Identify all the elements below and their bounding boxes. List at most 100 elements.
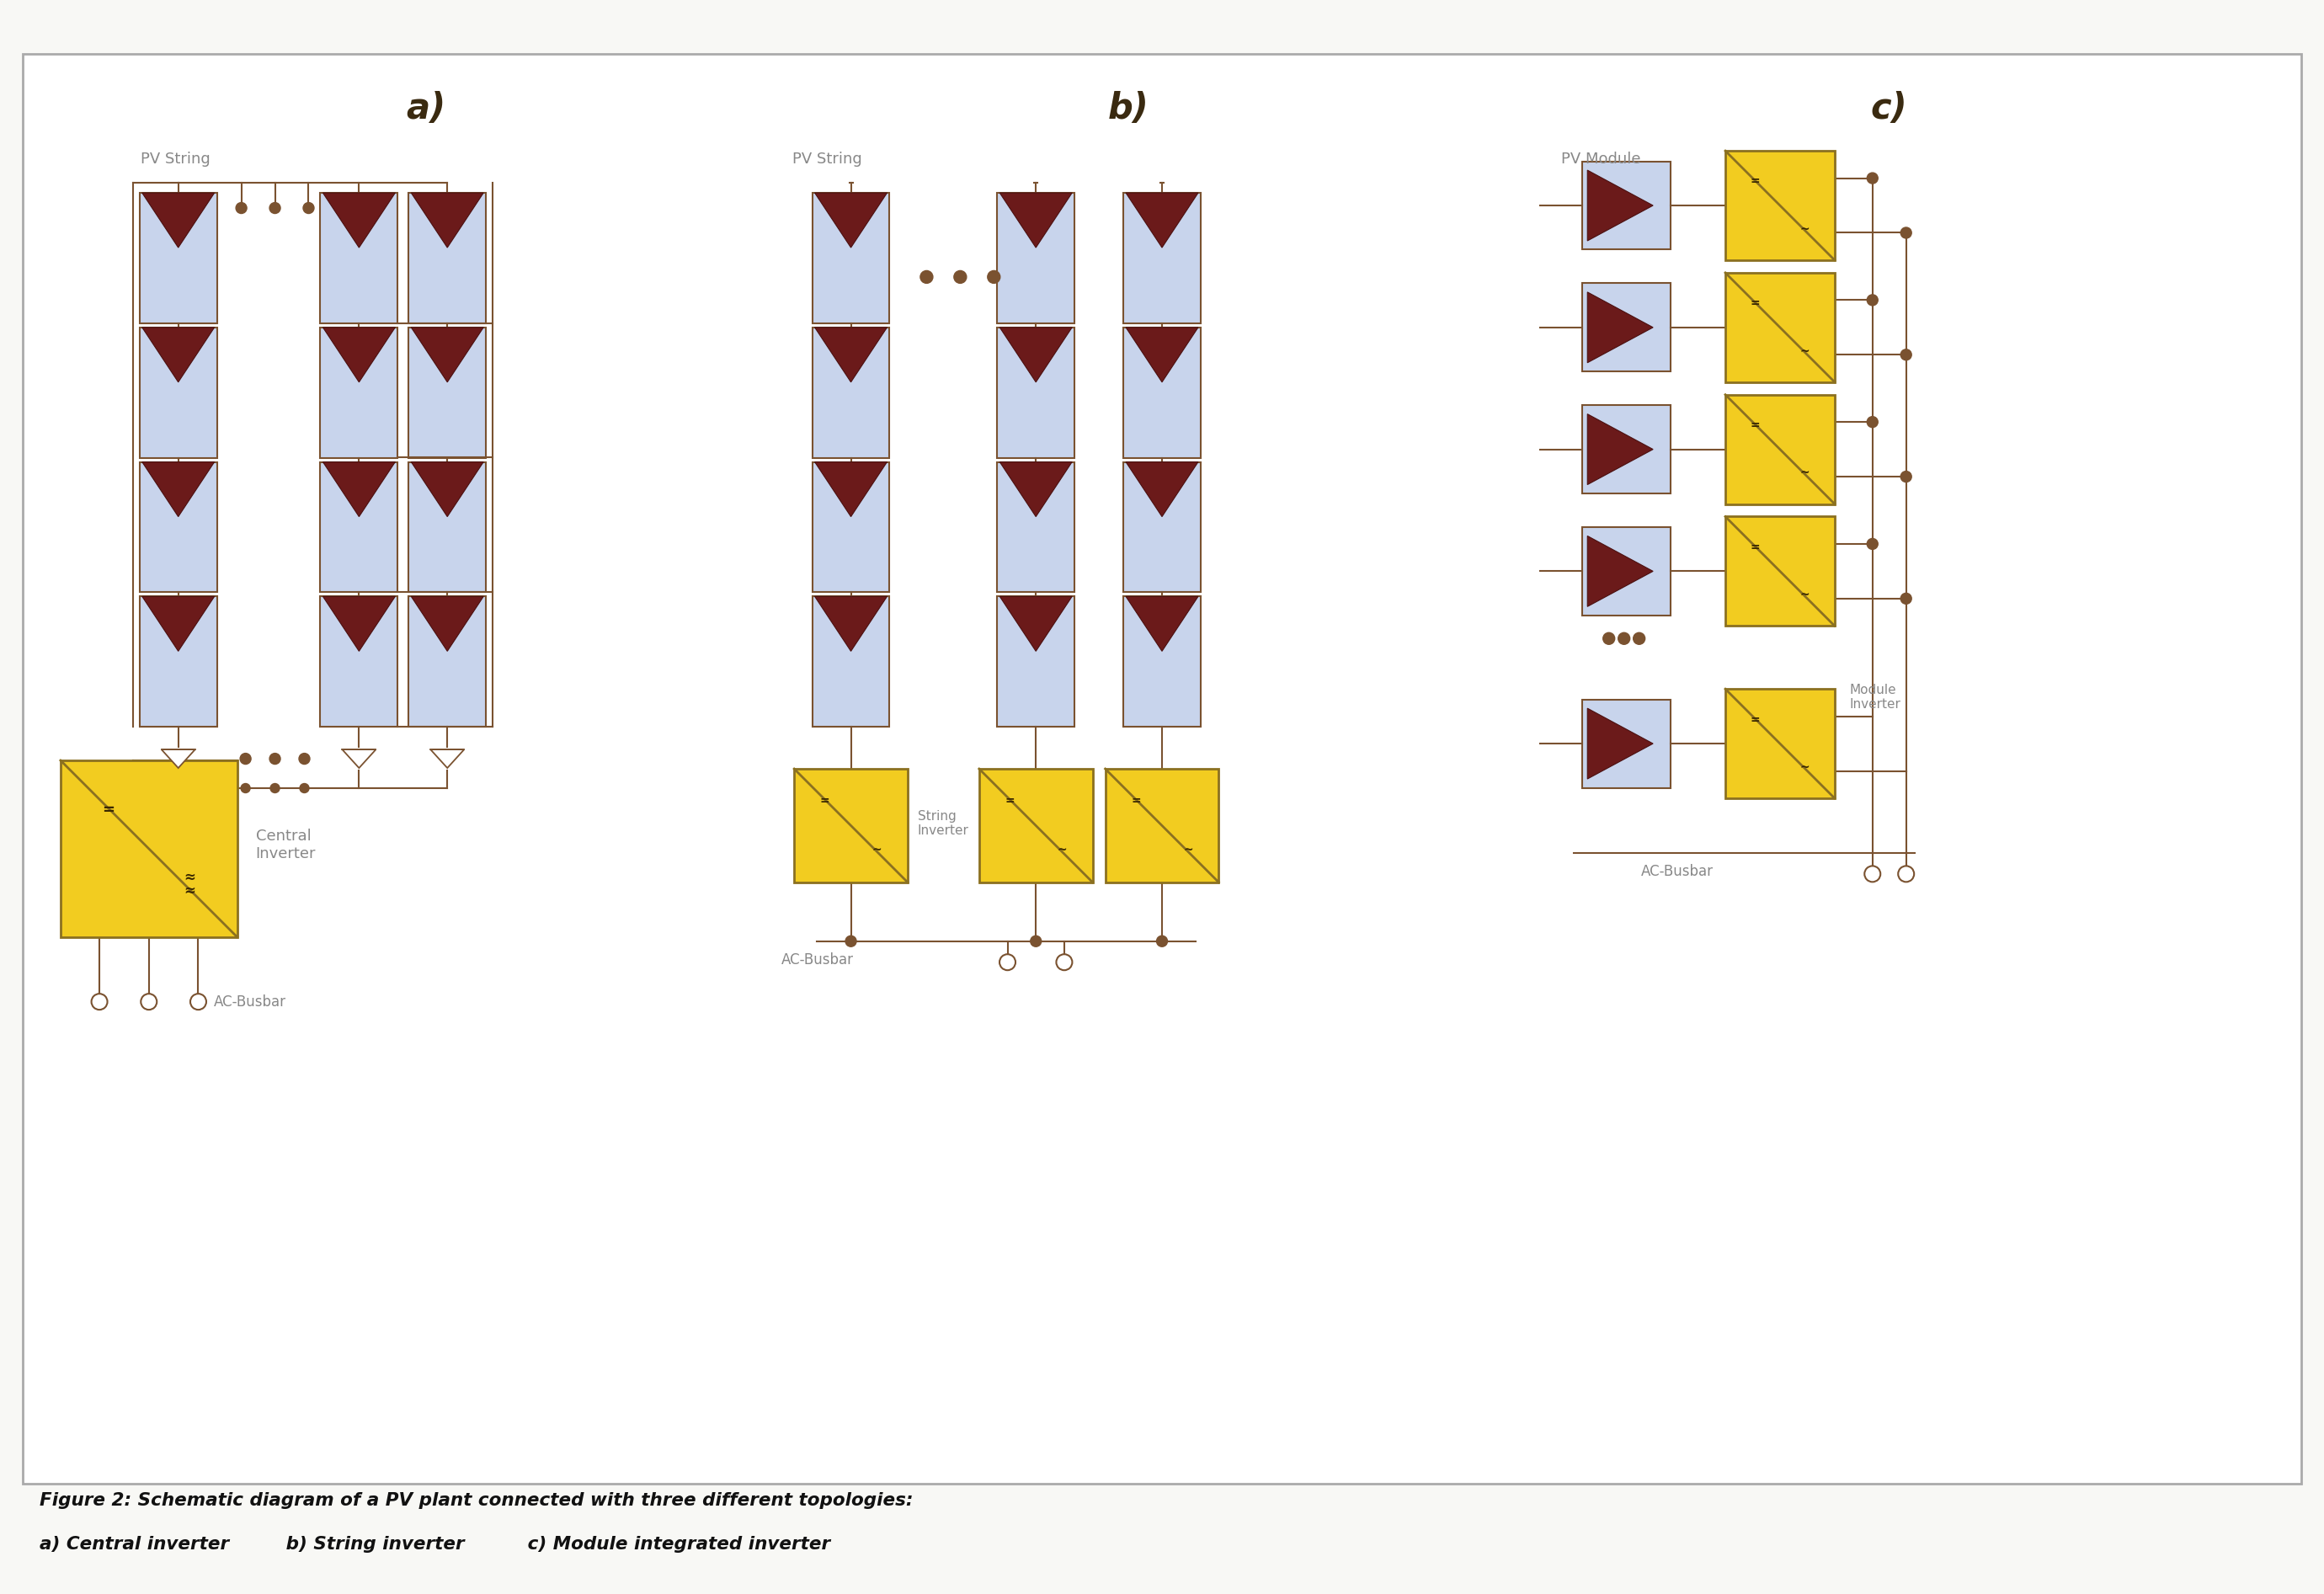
Polygon shape xyxy=(160,749,195,768)
Bar xyxy=(139,193,216,324)
Text: AC-Busbar: AC-Busbar xyxy=(781,952,853,968)
Bar xyxy=(1724,516,1834,626)
Bar xyxy=(1583,161,1671,250)
Text: =: = xyxy=(1004,795,1016,807)
Bar xyxy=(1122,462,1202,593)
Bar xyxy=(1724,273,1834,383)
Polygon shape xyxy=(999,193,1071,247)
Text: =: = xyxy=(820,795,830,807)
Text: =: = xyxy=(1750,714,1759,725)
Polygon shape xyxy=(1125,327,1199,383)
Bar xyxy=(1724,689,1834,799)
Bar xyxy=(409,462,486,593)
Circle shape xyxy=(242,784,251,792)
Text: =: = xyxy=(102,802,114,818)
Bar xyxy=(1122,193,1202,324)
Bar xyxy=(321,596,397,727)
Circle shape xyxy=(300,754,309,764)
Polygon shape xyxy=(1125,193,1199,247)
Bar xyxy=(23,54,2301,1484)
Bar xyxy=(139,596,216,727)
Polygon shape xyxy=(411,193,483,247)
Circle shape xyxy=(1866,295,1878,306)
Polygon shape xyxy=(323,596,395,652)
Text: Module
Inverter: Module Inverter xyxy=(1850,684,1901,711)
Text: PV Module: PV Module xyxy=(1562,151,1641,167)
Polygon shape xyxy=(142,327,214,383)
Polygon shape xyxy=(142,596,214,652)
Circle shape xyxy=(1901,228,1913,238)
Bar xyxy=(997,596,1074,727)
Text: =: = xyxy=(1750,175,1759,188)
Circle shape xyxy=(1899,866,1915,881)
Polygon shape xyxy=(816,327,888,383)
Bar xyxy=(1583,284,1671,371)
Bar xyxy=(1583,528,1671,615)
Circle shape xyxy=(1157,936,1167,947)
Polygon shape xyxy=(816,193,888,247)
Text: PV String: PV String xyxy=(139,151,209,167)
Text: =: = xyxy=(1750,419,1759,430)
Text: ~: ~ xyxy=(1801,346,1810,357)
Bar xyxy=(1122,327,1202,457)
Bar xyxy=(811,462,890,593)
Text: ~: ~ xyxy=(1183,845,1192,856)
Text: ~: ~ xyxy=(872,845,881,856)
Bar xyxy=(409,327,486,457)
Polygon shape xyxy=(1587,414,1652,485)
Polygon shape xyxy=(411,462,483,516)
Bar xyxy=(997,193,1074,324)
Text: ~: ~ xyxy=(1057,845,1067,856)
Circle shape xyxy=(142,993,156,1009)
Bar xyxy=(321,193,397,324)
Bar xyxy=(1724,395,1834,504)
Text: a): a) xyxy=(407,91,446,126)
Polygon shape xyxy=(816,596,888,652)
Bar xyxy=(321,462,397,593)
Text: =: = xyxy=(1750,542,1759,553)
Text: c): c) xyxy=(1871,91,1908,126)
Polygon shape xyxy=(411,596,483,652)
Polygon shape xyxy=(1587,536,1652,607)
Bar xyxy=(409,596,486,727)
Text: PV String: PV String xyxy=(792,151,862,167)
Text: String
Inverter: String Inverter xyxy=(918,810,969,837)
Bar xyxy=(997,327,1074,457)
Circle shape xyxy=(300,784,309,792)
Bar xyxy=(139,462,216,593)
Circle shape xyxy=(1866,539,1878,550)
Circle shape xyxy=(270,784,279,792)
Text: a) Central inverter         b) String inverter          c) Module integrated inv: a) Central inverter b) String inverter c… xyxy=(40,1535,830,1553)
Circle shape xyxy=(1901,593,1913,604)
Polygon shape xyxy=(1587,708,1652,779)
Circle shape xyxy=(1057,955,1071,971)
Bar xyxy=(795,768,909,883)
Polygon shape xyxy=(411,327,483,383)
Text: Figure 2: Schematic diagram of a PV plant connected with three different topolog: Figure 2: Schematic diagram of a PV plan… xyxy=(40,1492,913,1510)
Bar xyxy=(1106,768,1218,883)
Bar xyxy=(811,193,890,324)
Polygon shape xyxy=(999,596,1071,652)
Circle shape xyxy=(191,993,207,1009)
Text: ~: ~ xyxy=(1801,762,1810,773)
Polygon shape xyxy=(323,462,395,516)
Circle shape xyxy=(1030,936,1041,947)
Polygon shape xyxy=(323,327,395,383)
Polygon shape xyxy=(323,193,395,247)
Bar xyxy=(1583,405,1671,494)
Bar xyxy=(139,327,216,457)
Polygon shape xyxy=(1587,171,1652,241)
Polygon shape xyxy=(1125,596,1199,652)
Bar xyxy=(811,327,890,457)
Bar xyxy=(1724,151,1834,260)
Circle shape xyxy=(302,202,314,214)
Circle shape xyxy=(1604,633,1615,644)
Circle shape xyxy=(988,271,999,284)
Text: =: = xyxy=(1750,298,1759,309)
Polygon shape xyxy=(142,462,214,516)
Text: AC-Busbar: AC-Busbar xyxy=(1641,864,1713,878)
Polygon shape xyxy=(342,749,376,768)
Circle shape xyxy=(1901,472,1913,481)
Bar xyxy=(321,327,397,457)
Circle shape xyxy=(1866,416,1878,427)
